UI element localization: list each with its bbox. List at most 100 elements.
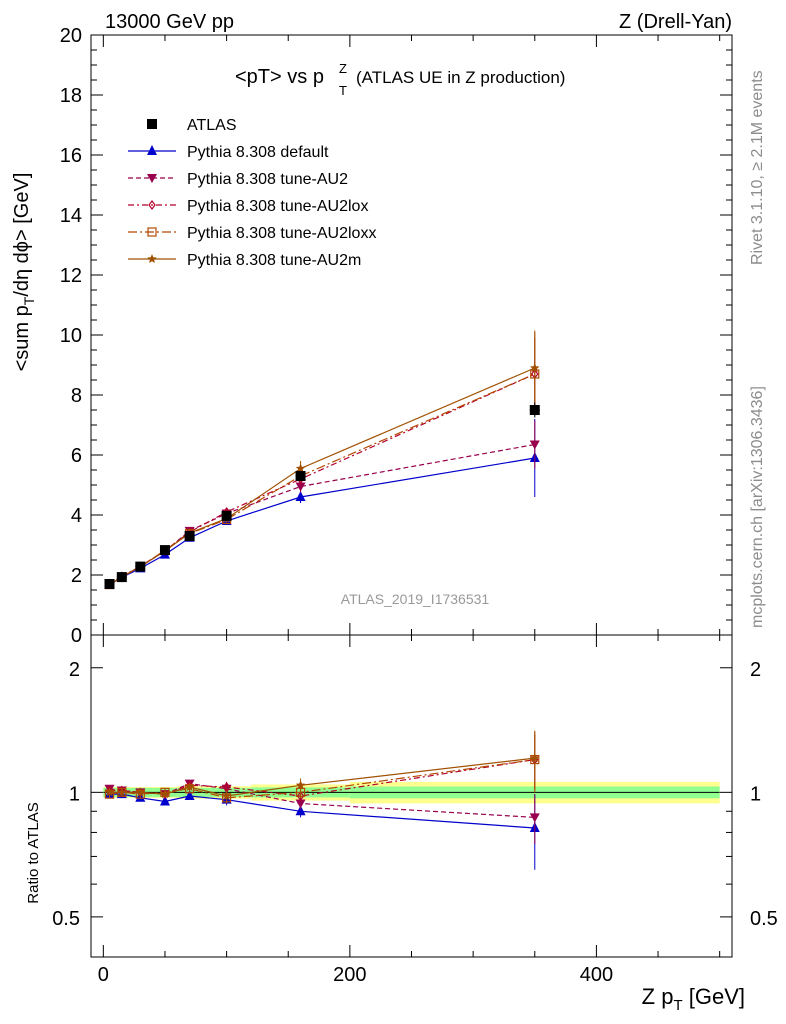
title-sup: Z <box>339 61 347 76</box>
series-line-AU2lox <box>109 373 536 585</box>
y-tick-label: 8 <box>71 385 82 407</box>
svg-text:Z pT [GeV]: Z pT [GeV] <box>642 984 745 1014</box>
legend-label: Pythia 8.308 tune-AU2loxx <box>187 225 376 242</box>
ratio-point <box>104 787 115 797</box>
legend-label: Pythia 8.308 tune-AU2 <box>187 171 348 188</box>
y-tick-label: 0.5 <box>52 908 80 930</box>
title-main: <pT> vs p <box>235 66 324 88</box>
series-line-AU2loxx <box>109 373 536 586</box>
ratio-point <box>295 780 306 790</box>
rivet-label: Rivet 3.1.10, ≥ 2.1M events <box>749 70 766 265</box>
data-point <box>295 471 306 481</box>
legend-marker <box>147 174 157 183</box>
series-line-AU2m <box>109 367 536 585</box>
data-point <box>529 440 540 450</box>
y-tick-label: 10 <box>60 325 82 347</box>
ratio-point <box>160 789 170 799</box>
ratio-point <box>296 790 305 801</box>
series-default <box>104 419 540 589</box>
data-point <box>529 405 540 415</box>
y-tick-label: 18 <box>60 85 82 107</box>
ratio-point <box>135 787 146 797</box>
x-tick-label: 400 <box>580 964 613 986</box>
y-tick-label: 16 <box>60 145 82 167</box>
ratio-point <box>117 787 127 797</box>
legend-label: Pythia 8.308 tune-AU2m <box>187 252 361 269</box>
y-tick-label: 0 <box>71 625 82 647</box>
svg-text:<sum pT/dη dϕ> [GeV]: <sum pT/dη dϕ> [GeV] <box>11 173 37 372</box>
data-point <box>295 482 306 492</box>
ratio-point <box>295 805 306 816</box>
legend-item-AU2: Pythia 8.308 tune-AU2 <box>128 171 348 188</box>
series-AU2 <box>104 420 540 589</box>
y-tick-label: 12 <box>60 265 82 287</box>
ratio-point <box>221 791 232 800</box>
data-point <box>184 531 195 541</box>
y-tick-label: 4 <box>71 505 82 527</box>
y-tick-label-right: 2 <box>750 659 761 681</box>
data-point <box>295 491 306 501</box>
legend-marker <box>148 200 156 210</box>
legend: ATLAS Pythia 8.308 default Pythia 8.308 tu… <box>128 117 376 269</box>
legend-item-AU2lox: Pythia 8.308 tune-AU2lox <box>128 198 368 215</box>
x-tick-label: 0 <box>98 964 109 986</box>
legend-marker <box>147 227 157 237</box>
y-tick-label: 1 <box>69 783 80 805</box>
header-right: Z (Drell-Yan) <box>619 11 732 33</box>
ratio-y-ticks: 0.5 0.5 1 1 2 2 <box>52 659 778 958</box>
data-point <box>135 561 146 572</box>
header-left: 13000 GeV pp <box>105 11 234 33</box>
title-note: (ATLAS UE in Z production) <box>356 68 565 87</box>
ratio-panel: 0.5 0.5 1 1 2 2 0 200 400 <box>52 634 778 986</box>
x-tick-label: 200 <box>333 964 366 986</box>
x-axis-label: Z pT [GeV] <box>642 984 745 1014</box>
ratio-y-axis-label: Ratio to ATLAS <box>25 802 42 903</box>
plot-title: <pT> vs p Z T (ATLAS UE in Z production) <box>235 61 565 98</box>
data-point <box>116 572 127 583</box>
series-data <box>104 402 540 589</box>
mcplots-label: mcplots.cern.ch [arXiv:1306.3436] <box>749 386 766 628</box>
ratio-point <box>295 799 306 809</box>
y-tick-label: 14 <box>60 205 82 227</box>
legend-label: ATLAS <box>187 117 237 134</box>
legend-label: Pythia 8.308 default <box>187 144 329 161</box>
ratio-line-AU2m <box>109 757 535 797</box>
ratio-point <box>184 782 195 792</box>
ratio-point <box>529 813 540 823</box>
svg-text:<pT> vs p: <pT> vs p <box>235 66 324 88</box>
ratio-series-AU2m <box>104 730 540 802</box>
legend-item-AU2m: Pythia 8.308 tune-AU2m <box>128 252 361 269</box>
ratio-point <box>184 789 195 800</box>
data-point <box>295 463 306 473</box>
legend-marker <box>147 145 157 155</box>
legend-item-data: ATLAS <box>147 117 237 134</box>
y-tick-label-right: 1 <box>750 783 761 805</box>
data-point <box>159 545 170 556</box>
legend-item-default: Pythia 8.308 default <box>128 144 329 161</box>
main-panel: 0 2 4 6 8 10 12 14 16 18 20 ATLAS Pythia 8.308 defau… <box>60 25 733 647</box>
data-point <box>221 510 232 521</box>
series-line-default <box>109 457 535 586</box>
legend-marker <box>147 254 157 263</box>
main-x-ticks <box>102 35 721 635</box>
main-y-axis-label: <sum pT/dη dϕ> [GeV] <box>11 173 37 372</box>
y-tick-label-right: 0.5 <box>750 908 778 930</box>
legend-item-AU2loxx: Pythia 8.308 tune-AU2loxx <box>128 225 376 242</box>
series-AU2loxx <box>104 332 540 590</box>
ratio-point <box>530 753 540 763</box>
analysis-label: ATLAS_2019_I1736531 <box>341 591 490 607</box>
y-tick-label: 20 <box>60 25 82 47</box>
y-tick-label: 2 <box>71 565 82 587</box>
ratio-x-ticks: 0 200 400 <box>98 635 721 986</box>
data-point <box>530 363 540 372</box>
title-sub: T <box>339 83 347 98</box>
main-y-ticks: 0 2 4 6 8 10 12 14 16 18 20 <box>60 25 732 647</box>
legend-marker <box>147 119 157 129</box>
y-tick-label: 2 <box>69 659 80 681</box>
data-point <box>104 579 115 589</box>
y-tick-label: 6 <box>71 445 82 467</box>
series-line-AU2 <box>109 443 535 584</box>
legend-label: Pythia 8.308 tune-AU2lox <box>187 198 368 215</box>
ratio-point <box>159 795 170 806</box>
